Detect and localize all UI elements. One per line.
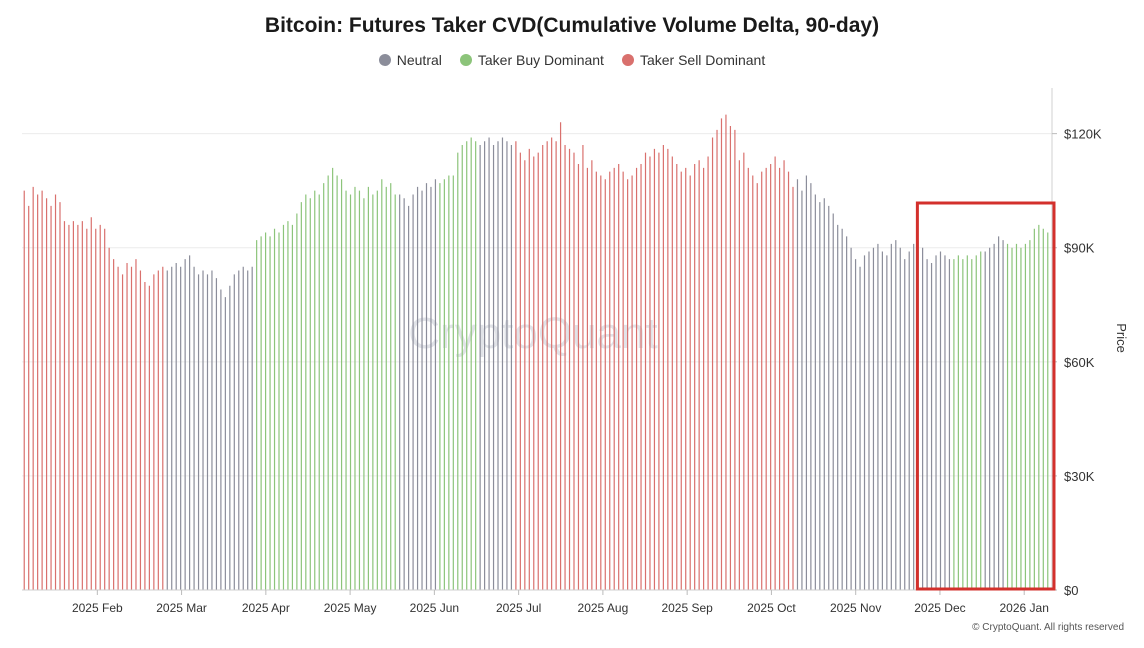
x-tick-label: 2025 May	[324, 601, 377, 615]
y-axis-title: Price	[1114, 323, 1129, 353]
x-tick-label: 2025 Nov	[830, 601, 881, 615]
x-tick-label: 2026 Jan	[1000, 601, 1049, 615]
legend-dot-taker-sell	[621, 54, 634, 66]
legend: Neutral Taker Buy Dominant Taker Sell Do…	[0, 52, 1144, 68]
x-tick-label: 2025 Apr	[242, 601, 290, 615]
legend-item-taker-sell[interactable]: Taker Sell Dominant	[621, 52, 766, 68]
x-axis: 2025 Feb 2025 Mar 2025 Apr 2025 May 2025 Jun…	[22, 589, 1052, 615]
legend-label-neutral: Neutral	[396, 52, 442, 68]
legend-label-taker-buy: Taker Buy Dominant	[477, 52, 604, 68]
y-tick-label: $30K	[1064, 469, 1095, 484]
watermark: CryptoQuant	[408, 309, 657, 358]
legend-label-taker-sell: Taker Sell Dominant	[639, 52, 766, 68]
legend-dot-neutral	[378, 54, 391, 66]
x-tick-label: 2025 Oct	[747, 601, 796, 615]
x-tick-label: 2025 Mar	[156, 601, 207, 615]
y-tick-label: $60K	[1064, 355, 1095, 370]
copyright-notice: © CryptoQuant. All rights reserved	[972, 622, 1124, 633]
x-tick-label: 2025 Sep	[661, 601, 713, 615]
y-axis: $0 $30K $60K $90K $120K	[1051, 88, 1102, 598]
x-tick-label: 2025 Jul	[496, 601, 541, 615]
legend-dot-taker-buy	[459, 54, 472, 66]
bars	[23, 114, 1049, 590]
highlight-box	[915, 201, 1056, 591]
x-tick-label: 2025 Feb	[72, 601, 123, 615]
x-tick-label: 2025 Dec	[914, 601, 965, 615]
chart-title: Bitcoin: Futures Taker CVD(Cumulative Vo…	[264, 14, 880, 37]
y-tick-label: $90K	[1064, 241, 1095, 256]
x-tick-label: 2025 Jun	[410, 601, 459, 615]
y-tick-label: $120K	[1064, 127, 1102, 142]
y-tick-label: $0	[1064, 583, 1078, 598]
legend-item-taker-buy[interactable]: Taker Buy Dominant	[459, 52, 604, 68]
x-tick-label: 2025 Aug	[578, 601, 629, 615]
legend-item-neutral[interactable]: Neutral	[378, 52, 442, 68]
